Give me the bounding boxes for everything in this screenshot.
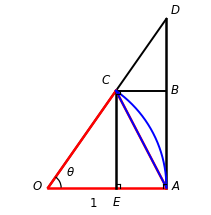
Text: O: O: [33, 180, 42, 193]
Text: θ: θ: [67, 166, 74, 179]
Text: C: C: [102, 74, 110, 87]
Text: B: B: [171, 84, 179, 97]
Text: 1: 1: [90, 197, 98, 210]
Text: A: A: [171, 180, 179, 193]
Text: D: D: [171, 5, 180, 17]
Text: E: E: [112, 196, 120, 209]
